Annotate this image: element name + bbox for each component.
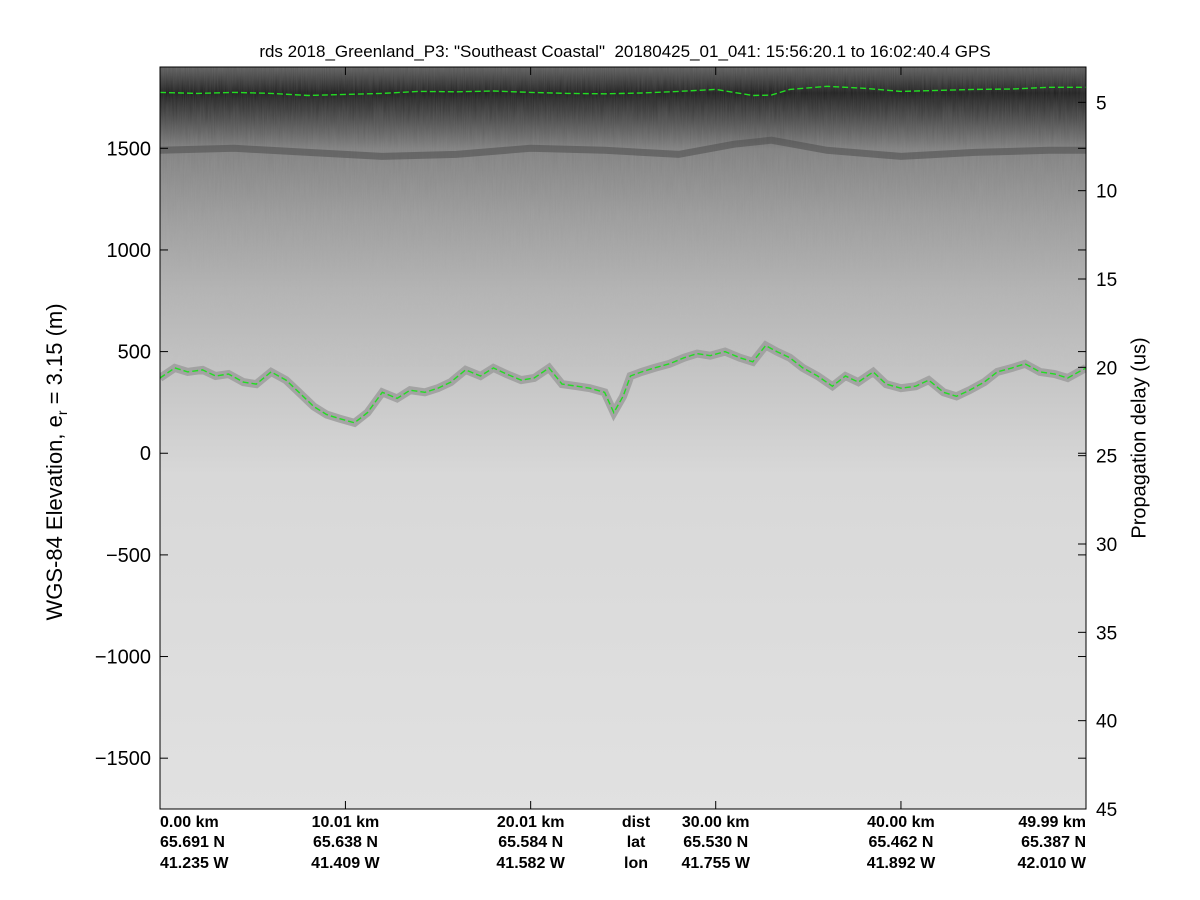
x-label-lon: 41.582 W — [496, 855, 565, 872]
row-label-dist: dist — [621, 814, 651, 831]
x-label-lat: 65.387 N — [1021, 834, 1086, 851]
x-label-lat: 65.584 N — [498, 834, 564, 851]
x-label-lon: 41.409 W — [311, 855, 380, 872]
left-y-tick-label: 1500 — [107, 138, 152, 160]
x-label-dist: 30.00 km — [681, 814, 750, 831]
x-label-dist: 49.99 km — [1018, 814, 1086, 831]
bed-trace-line — [160, 344, 1086, 424]
left-y-tick-label: 500 — [118, 342, 151, 364]
row-label-lon: lon — [624, 855, 649, 872]
right-y-tick-label: 30 — [1096, 535, 1117, 556]
x-label-lon: 41.892 W — [866, 855, 936, 872]
surface-trace-line — [160, 85, 1086, 97]
x-label-lat: 65.530 N — [683, 834, 749, 851]
x-label-lat: 65.638 N — [312, 834, 378, 851]
right-y-tick-label: 10 — [1096, 182, 1117, 203]
left-y-tick-label: 1000 — [107, 240, 152, 262]
x-label-dist: 20.01 km — [496, 814, 565, 831]
x-label-dist: 0.00 km — [160, 814, 219, 831]
left-y-tick-label: 0 — [140, 443, 151, 465]
x-label-lat: 65.462 N — [868, 834, 934, 851]
left-y-tick-label: −500 — [106, 545, 151, 567]
x-label-dist: 10.01 km — [311, 814, 380, 831]
right-y-tick-label: 20 — [1096, 358, 1117, 379]
row-label-lat: lat — [626, 834, 646, 851]
right-y-tick-label: 25 — [1096, 447, 1117, 468]
internal-layer-band — [160, 136, 1086, 160]
right-y-tick-label: 35 — [1096, 623, 1117, 644]
left-y-tick-label: −1000 — [95, 647, 151, 669]
x-label-lon: 42.010 W — [1017, 855, 1086, 872]
x-label-lon: 41.235 W — [160, 855, 229, 872]
left-y-tick-label: −1500 — [95, 748, 151, 770]
right-y-tick-label: 45 — [1096, 800, 1117, 821]
x-label-lon: 41.755 W — [681, 855, 750, 872]
chart-title: rds 2018_Greenland_P3: "Southeast Coasta… — [259, 42, 991, 61]
right-y-tick-label: 5 — [1096, 93, 1107, 114]
x-label-dist: 40.00 km — [867, 814, 935, 831]
echogram-texture — [160, 67, 1086, 367]
x-label-lat: 65.691 N — [160, 834, 225, 851]
plot-frame — [159, 66, 1087, 810]
right-y-tick-label: 40 — [1096, 712, 1117, 733]
right-y-tick-label: 15 — [1096, 270, 1117, 291]
